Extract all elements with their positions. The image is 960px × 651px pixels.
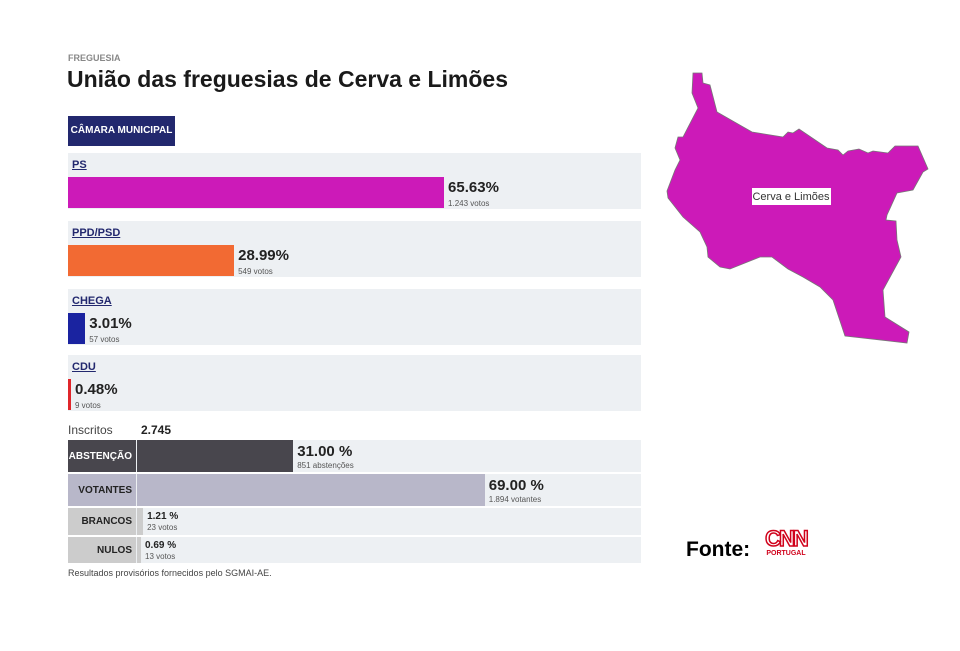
turnout-percent: 0.69 % bbox=[145, 540, 177, 551]
turnout-label: BRANCOS bbox=[68, 508, 136, 535]
source-label: Fonte: bbox=[686, 538, 751, 561]
party-row: PPD/PSD 28.99% 549 votos bbox=[68, 221, 641, 277]
party-bar bbox=[68, 379, 71, 410]
party-votes: 1.243 votos bbox=[448, 199, 490, 208]
party-bar bbox=[68, 177, 445, 208]
cnn-logo-text: CNN bbox=[764, 526, 809, 551]
party-row: CHEGA 3.01% 57 votos bbox=[68, 289, 641, 345]
turnout-label: ABSTENÇÃO bbox=[68, 440, 136, 472]
party-votes: 57 votos bbox=[89, 335, 120, 344]
turnout-percent: 1.21 % bbox=[147, 511, 179, 522]
turnout-percent: 69.00 % bbox=[488, 477, 544, 494]
parish-shape[interactable] bbox=[666, 72, 929, 344]
turnout-row: ABSTENÇÃO 31.00 % 851 abstenções bbox=[68, 440, 641, 472]
turnout-bar bbox=[137, 474, 485, 506]
party-votes: 9 votos bbox=[75, 401, 101, 410]
kicker: FREGUESIA bbox=[68, 53, 121, 63]
party-percent: 28.99% bbox=[238, 247, 289, 264]
party-bar bbox=[68, 313, 86, 344]
party-name-link[interactable]: PPD/PSD bbox=[72, 227, 121, 239]
turnout-sub: 13 votos bbox=[145, 552, 176, 561]
page-title: União das freguesias de Cerva e Limões bbox=[67, 66, 509, 92]
party-row: CDU 0.48% 9 votos bbox=[68, 355, 641, 411]
party-votes: 549 votos bbox=[238, 267, 273, 276]
turnout-row: VOTANTES 69.00 % 1.894 votantes bbox=[68, 474, 641, 506]
turnout-sub: 1.894 votantes bbox=[488, 495, 542, 504]
inscritos-value: 2.745 bbox=[141, 423, 172, 437]
turnout-sub: 851 abstenções bbox=[297, 461, 354, 470]
party-name-link[interactable]: PS bbox=[72, 159, 87, 171]
inscritos-label: Inscritos bbox=[68, 423, 113, 437]
party-percent: 0.48% bbox=[75, 381, 118, 398]
tab-camara-municipal[interactable]: CÂMARA MUNICIPAL bbox=[68, 116, 175, 146]
party-percent: 65.63% bbox=[448, 179, 499, 196]
turnout-sub: 23 votos bbox=[147, 523, 178, 532]
cnn-logo: CNN PORTUGAL bbox=[762, 526, 810, 557]
map-region-label: Cerva e Limões bbox=[752, 191, 830, 203]
turnout-bar bbox=[137, 440, 294, 472]
cnn-logo-sub: PORTUGAL bbox=[766, 550, 806, 557]
turnout-bar bbox=[137, 508, 144, 535]
map-label-bg bbox=[752, 188, 831, 205]
footnote: Resultados provisórios fornecidos pelo S… bbox=[68, 568, 272, 578]
party-percent: 3.01% bbox=[89, 315, 132, 332]
turnout-row: NULOS 0.69 % 13 votos bbox=[68, 537, 641, 563]
party-bar bbox=[68, 245, 235, 276]
turnout-bar bbox=[137, 537, 141, 563]
turnout-row: BRANCOS 1.21 % 23 votos bbox=[68, 508, 641, 535]
party-row: PS 65.63% 1.243 votos bbox=[68, 153, 641, 209]
party-name-link[interactable]: CDU bbox=[72, 361, 96, 373]
turnout-percent: 31.00 % bbox=[297, 443, 353, 460]
turnout-label: VOTANTES bbox=[68, 474, 136, 506]
party-name-link[interactable]: CHEGA bbox=[72, 295, 112, 307]
turnout-label: NULOS bbox=[68, 537, 136, 563]
